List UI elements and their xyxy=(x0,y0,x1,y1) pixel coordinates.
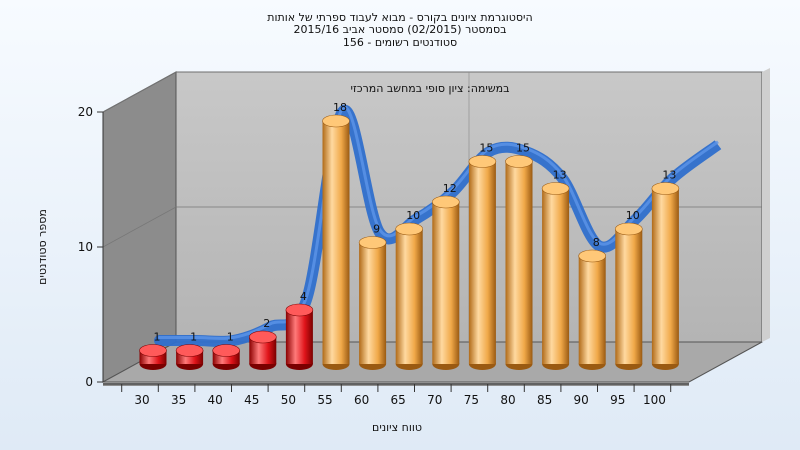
bar xyxy=(505,155,533,370)
bar-value-label: 18 xyxy=(333,101,347,114)
chart-title-line-2: בסמסטר (02/2015) סמסטר אביב 2015/16 xyxy=(293,23,507,36)
bar xyxy=(614,222,643,370)
bar xyxy=(358,236,387,370)
y-tick-label: 10 xyxy=(78,240,93,254)
bar-value-label: 15 xyxy=(516,142,530,155)
x-tick-label: 85 xyxy=(537,393,552,407)
x-tick-label: 50 xyxy=(281,393,296,407)
x-tick-label: 55 xyxy=(317,393,332,407)
bar xyxy=(248,330,277,370)
bar xyxy=(139,344,167,370)
x-tick-label: 100 xyxy=(643,393,666,407)
chart-title-line-3: סטודנטים רשומים - 156 xyxy=(342,36,458,49)
x-tick-label: 35 xyxy=(171,393,186,407)
x-tick-label: 65 xyxy=(391,393,406,407)
bar xyxy=(431,195,460,370)
x-tick-label: 40 xyxy=(208,393,223,407)
bar xyxy=(651,182,680,370)
bar-value-label: 9 xyxy=(373,223,380,236)
x-tick-label: 30 xyxy=(134,393,149,407)
x-ticks: 30 35 40 45 50 55 60 65 70 75 80 85 90 95 100 xyxy=(121,384,672,407)
bar-value-label: 1 xyxy=(154,331,161,344)
bar xyxy=(541,182,570,370)
back-wall-edge xyxy=(762,68,770,342)
x-tick-label: 45 xyxy=(244,393,259,407)
bar xyxy=(322,114,350,370)
bar xyxy=(285,303,314,370)
bars-layer xyxy=(139,114,680,370)
x-tick-label: 75 xyxy=(464,393,479,407)
bar xyxy=(468,155,497,370)
bar-value-label: 1 xyxy=(227,331,234,344)
bar-value-label: 1 xyxy=(190,331,197,344)
trend-ribbon xyxy=(154,105,722,347)
bar-value-label: 12 xyxy=(443,182,457,195)
y-tick-label: 20 xyxy=(78,105,93,119)
x-tick-label: 70 xyxy=(427,393,442,407)
bar xyxy=(175,344,204,370)
bar-value-label: 13 xyxy=(662,169,676,182)
y-tick-label: 0 xyxy=(85,375,93,389)
bar xyxy=(395,222,424,370)
chart-title-line-1: היסטוגרמת ציונים בקורס - מבוא לעבוד ספרת… xyxy=(267,11,533,24)
bar-value-label: 8 xyxy=(593,236,600,249)
bar-value-label: 2 xyxy=(263,317,270,330)
grid-line xyxy=(102,71,762,113)
y-ticks: 0 10 20 xyxy=(78,105,103,389)
x-axis-label: טווח ציונים xyxy=(372,421,422,434)
bar-value-label: 10 xyxy=(626,209,640,222)
x-tick-label: 90 xyxy=(574,393,589,407)
chart-subtitle: במשימה: ציון סופי במחשב המרכזי xyxy=(350,82,509,95)
bar xyxy=(578,249,607,370)
bar-value-label: 4 xyxy=(300,290,307,303)
bar-value-label: 10 xyxy=(406,209,420,222)
bar-value-label: 15 xyxy=(479,142,493,155)
x-tick-label: 60 xyxy=(354,393,369,407)
x-tick-label: 80 xyxy=(500,393,515,407)
bar-value-label: 13 xyxy=(553,169,567,182)
x-tick-label: 95 xyxy=(610,393,625,407)
trend-ribbon-layer xyxy=(154,105,722,347)
trend-ribbon-highlight xyxy=(158,106,719,340)
y-axis-label: מספר סטודנטים xyxy=(36,209,49,285)
bar xyxy=(212,344,240,370)
